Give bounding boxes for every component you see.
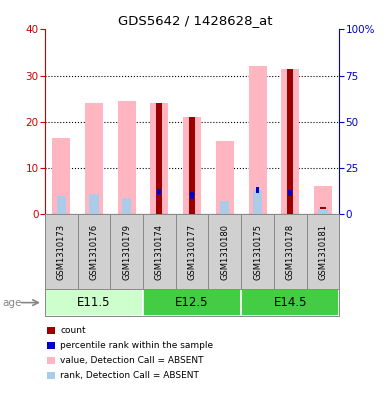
Bar <box>47 327 55 334</box>
Bar <box>216 141 234 214</box>
Bar <box>253 190 262 214</box>
Bar <box>158 189 161 195</box>
Text: GSM1310175: GSM1310175 <box>253 224 262 279</box>
Bar <box>241 289 339 316</box>
Bar <box>156 103 162 214</box>
Bar <box>255 187 259 193</box>
Bar <box>89 194 99 214</box>
Text: GSM1310180: GSM1310180 <box>220 224 229 279</box>
Text: GSM1310173: GSM1310173 <box>57 224 66 279</box>
Bar <box>314 186 332 214</box>
Bar <box>189 117 195 214</box>
Bar <box>183 117 201 214</box>
Text: E12.5: E12.5 <box>176 296 209 309</box>
Bar <box>281 69 299 214</box>
Text: GSM1310177: GSM1310177 <box>188 224 197 279</box>
Bar <box>52 138 70 214</box>
Bar <box>320 207 326 214</box>
Bar <box>122 198 131 214</box>
Bar <box>248 66 266 214</box>
Bar <box>190 193 194 199</box>
Text: GSM1310181: GSM1310181 <box>319 224 328 279</box>
Bar <box>220 201 229 214</box>
Text: GSM1310174: GSM1310174 <box>155 224 164 279</box>
Text: GSM1310178: GSM1310178 <box>286 224 295 279</box>
Bar <box>118 101 136 214</box>
Bar <box>318 209 328 214</box>
Bar <box>47 342 55 349</box>
Bar <box>288 190 292 196</box>
Text: GSM1310179: GSM1310179 <box>122 224 131 279</box>
Text: GDS5642 / 1428628_at: GDS5642 / 1428628_at <box>118 14 272 27</box>
Bar <box>85 103 103 214</box>
Bar <box>47 357 55 364</box>
Text: E14.5: E14.5 <box>273 296 307 309</box>
Text: count: count <box>60 327 86 335</box>
Bar <box>143 289 241 316</box>
Text: E11.5: E11.5 <box>77 296 111 309</box>
Text: GSM1310176: GSM1310176 <box>89 224 98 279</box>
Bar <box>45 289 143 316</box>
Bar <box>57 196 66 214</box>
Bar <box>287 69 293 214</box>
Text: rank, Detection Call = ABSENT: rank, Detection Call = ABSENT <box>60 371 199 380</box>
Bar <box>151 103 168 214</box>
Text: age: age <box>2 298 21 308</box>
Bar <box>47 372 55 379</box>
Text: value, Detection Call = ABSENT: value, Detection Call = ABSENT <box>60 356 204 365</box>
Text: percentile rank within the sample: percentile rank within the sample <box>60 342 213 350</box>
